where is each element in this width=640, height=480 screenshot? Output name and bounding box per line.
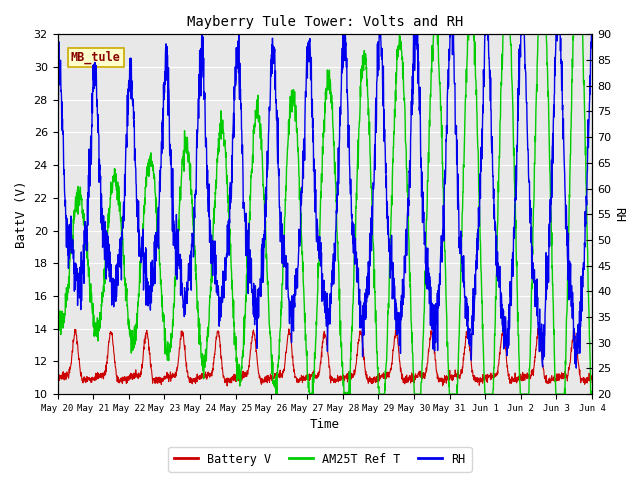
- Legend: Battery V, AM25T Ref T, RH: Battery V, AM25T Ref T, RH: [168, 447, 472, 472]
- Text: MB_tule: MB_tule: [71, 50, 121, 64]
- Title: Mayberry Tule Tower: Volts and RH: Mayberry Tule Tower: Volts and RH: [187, 15, 463, 29]
- X-axis label: Time: Time: [310, 419, 340, 432]
- Y-axis label: BattV (V): BattV (V): [15, 180, 28, 248]
- Y-axis label: RH: RH: [612, 207, 625, 222]
